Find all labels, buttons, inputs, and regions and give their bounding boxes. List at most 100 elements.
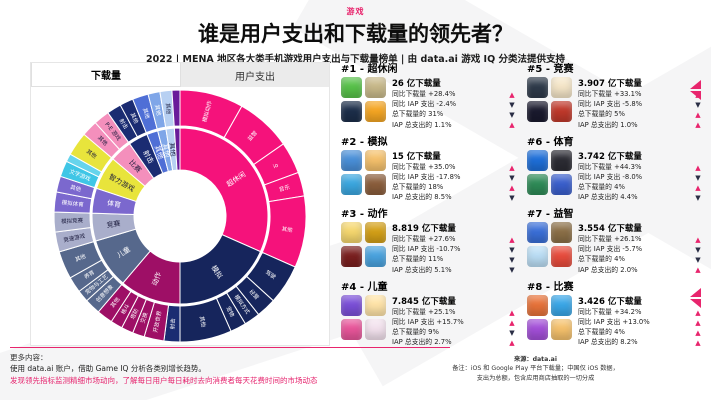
footer-source: 来源：data.ai 备注：iOS 和 Google Play 平台下载量；中国… <box>428 355 643 383</box>
stat-row: 同比下载量 +26.1% ▲ <box>578 235 703 245</box>
stat-row: 同比 IAP 支出 -8.0% ▼ <box>578 173 703 183</box>
tab-consumer-spend[interactable]: 用户支出 <box>235 71 275 83</box>
stat-label: IAP 总支出的 2.7% <box>392 338 452 347</box>
stat-label: 总下载量的 4% <box>578 255 625 264</box>
note-line2: 支出为总额，包含应用商店抽取的一切分成 <box>476 374 595 382</box>
up-arrow-icon: ▲ <box>509 163 515 172</box>
app-icon <box>551 246 572 267</box>
stat-label: 总下载量的 5% <box>578 110 625 119</box>
category-tag: 游戏 <box>346 7 365 16</box>
stat-label: 同比下载量 +33.1% <box>578 90 642 99</box>
sunburst-label: 音乐 <box>278 183 291 194</box>
stat-row: 同比 IAP 支出 -10.7% ▼ <box>392 245 517 255</box>
app-icon <box>551 318 572 340</box>
ranking-stats: 7.845 亿下载量 同比下载量 +25.1% ▲ 同比 IAP 支出 +15.7%… <box>392 295 517 349</box>
ranking-title: #4 - 儿童 <box>341 281 388 293</box>
sunburst-label: 其他 <box>164 103 173 115</box>
stat-label: IAP 总支出的 1.0% <box>578 120 638 129</box>
sunburst-label: 交换 <box>138 311 149 324</box>
up-arrow-icon: ▲ <box>695 318 701 327</box>
up-arrow-icon: ▲ <box>509 318 515 327</box>
stat-row: IAP 总支出的 2.0% ▲ <box>578 265 703 275</box>
stat-label: 总下载量的 31% <box>392 110 444 119</box>
down-arrow-icon: ▼ <box>695 246 701 255</box>
app-icon <box>365 318 386 340</box>
app-icon <box>527 173 548 195</box>
app-icon <box>527 149 548 171</box>
down-arrow-icon: ▼ <box>509 328 515 337</box>
up-arrow-icon: ▲ <box>695 163 701 172</box>
stat-row: 总下载量的 31% ▼ <box>392 110 517 120</box>
ranking-block-6: #6 - 体育 3.742 亿下载量 同比下载量 +44.3% ▲ 同比 IAP 支… <box>527 133 703 204</box>
app-icon <box>527 101 548 122</box>
up-arrow-icon: ▲ <box>695 121 701 130</box>
sunburst-label: 其他 <box>168 142 179 157</box>
app-icon <box>365 149 386 171</box>
sunburst-label: io <box>272 162 280 170</box>
app-icon <box>527 222 548 243</box>
stat-row: 同比 IAP 支出 +13.0% ▲ <box>578 318 703 328</box>
sunburst-label: 其他 <box>141 107 152 120</box>
up-arrow-icon: ▲ <box>695 328 701 337</box>
stat-label: IAP 总支出的 8.5% <box>392 193 452 202</box>
stat-row: IAP 总支出的 5.1% ▼ <box>392 265 517 275</box>
app-icons <box>527 294 572 349</box>
stat-row: 同比下载量 +44.3% ▲ <box>578 163 703 173</box>
up-arrow-icon: ▲ <box>509 308 515 317</box>
stat-label: IAP 总支出的 5.1% <box>392 265 452 274</box>
app-icons <box>527 149 572 204</box>
page-subtitle: 2022 | MENA 地区各大类手机游戏用户支出与下载量榜单 | 由 data… <box>146 54 565 65</box>
ranking-stats: 3.554 亿下载量 同比下载量 +26.1% ▲ 同比 IAP 支出 -5.7% ▼… <box>578 222 703 276</box>
stat-label: IAP 总支出的 1.1% <box>392 120 452 129</box>
ranking-block-1: #1 - 超休闲 26 亿下载量 同比下载量 +28.4% ▲ 同比 IAP 支出 … <box>341 60 517 131</box>
up-arrow-icon: ▲ <box>695 183 701 192</box>
app-icon <box>365 294 386 316</box>
downloads-headline: 3.554 亿下载量 <box>578 224 642 234</box>
ranking-title: #7 - 益智 <box>527 209 574 220</box>
downloads-headline: 7.845 亿下载量 <box>392 296 456 307</box>
app-icon <box>341 77 362 98</box>
ranking-block-8: #8 - 比赛 3.426 亿下载量 同比下载量 +34.2% ▲ 同比 IAP 支… <box>527 278 703 349</box>
decor-triangles <box>690 288 702 310</box>
down-arrow-icon: ▼ <box>695 173 701 182</box>
ranking-block-3: #3 - 动作 8.819 亿下载量 同比下载量 +27.6% ▲ 同比 IAP 支… <box>341 205 517 276</box>
stat-label: 总下载量的 4% <box>578 327 625 336</box>
app-icon <box>365 222 386 243</box>
stat-label: 同比下载量 +25.1% <box>392 307 456 316</box>
down-arrow-icon: ▼ <box>509 111 515 120</box>
more-label: 更多内容： <box>10 353 48 362</box>
stat-row: 总下载量的 5% ▲ <box>578 110 703 120</box>
stat-row: IAP 总支出的 2.7% ▲ <box>392 338 517 348</box>
stat-label: 同比 IAP 支出 -5.7% <box>578 245 643 254</box>
down-arrow-icon: ▼ <box>509 246 515 255</box>
downloads-headline: 3.907 亿下载量 <box>578 79 642 89</box>
up-arrow-icon: ▲ <box>695 111 701 120</box>
sunburst-segment <box>179 127 269 253</box>
stat-label: 同比下载量 +26.1% <box>578 235 642 244</box>
sunburst-label: 其他 <box>281 225 293 234</box>
decor-triangles <box>690 80 702 102</box>
sunburst-label: 竞赛 <box>106 219 121 230</box>
downloads-headline: 15 亿下载量 <box>392 151 441 162</box>
ranking-stats: 15 亿下载量 同比下载量 +35.0% ▲ 同比 IAP 支出 -17.8% ▼ 总下… <box>392 150 517 204</box>
stat-label: 同比下载量 +27.6% <box>392 235 456 244</box>
tab-downloads[interactable]: 下载量 <box>31 63 181 87</box>
down-arrow-icon: ▼ <box>509 173 515 182</box>
app-icon <box>527 294 548 316</box>
app-icons <box>341 77 386 131</box>
footer-divider <box>10 347 450 348</box>
stat-row: 同比下载量 +27.6% ▲ <box>392 235 517 245</box>
stat-row: IAP 总支出的 1.1% ▲ <box>392 120 517 130</box>
down-arrow-icon: ▼ <box>695 193 701 202</box>
app-icon <box>365 77 386 98</box>
sunburst-label: 射击 <box>168 318 177 330</box>
app-icon <box>551 173 572 195</box>
app-icon <box>527 246 548 267</box>
stat-row: 同比 IAP 支出 -2.4% ▼ <box>392 100 517 110</box>
app-icon <box>365 101 386 122</box>
chart-tabs: 下载量 用户支出 <box>31 63 329 87</box>
stat-label: 同比 IAP 支出 +15.7% <box>392 317 464 326</box>
app-icon <box>551 222 572 243</box>
